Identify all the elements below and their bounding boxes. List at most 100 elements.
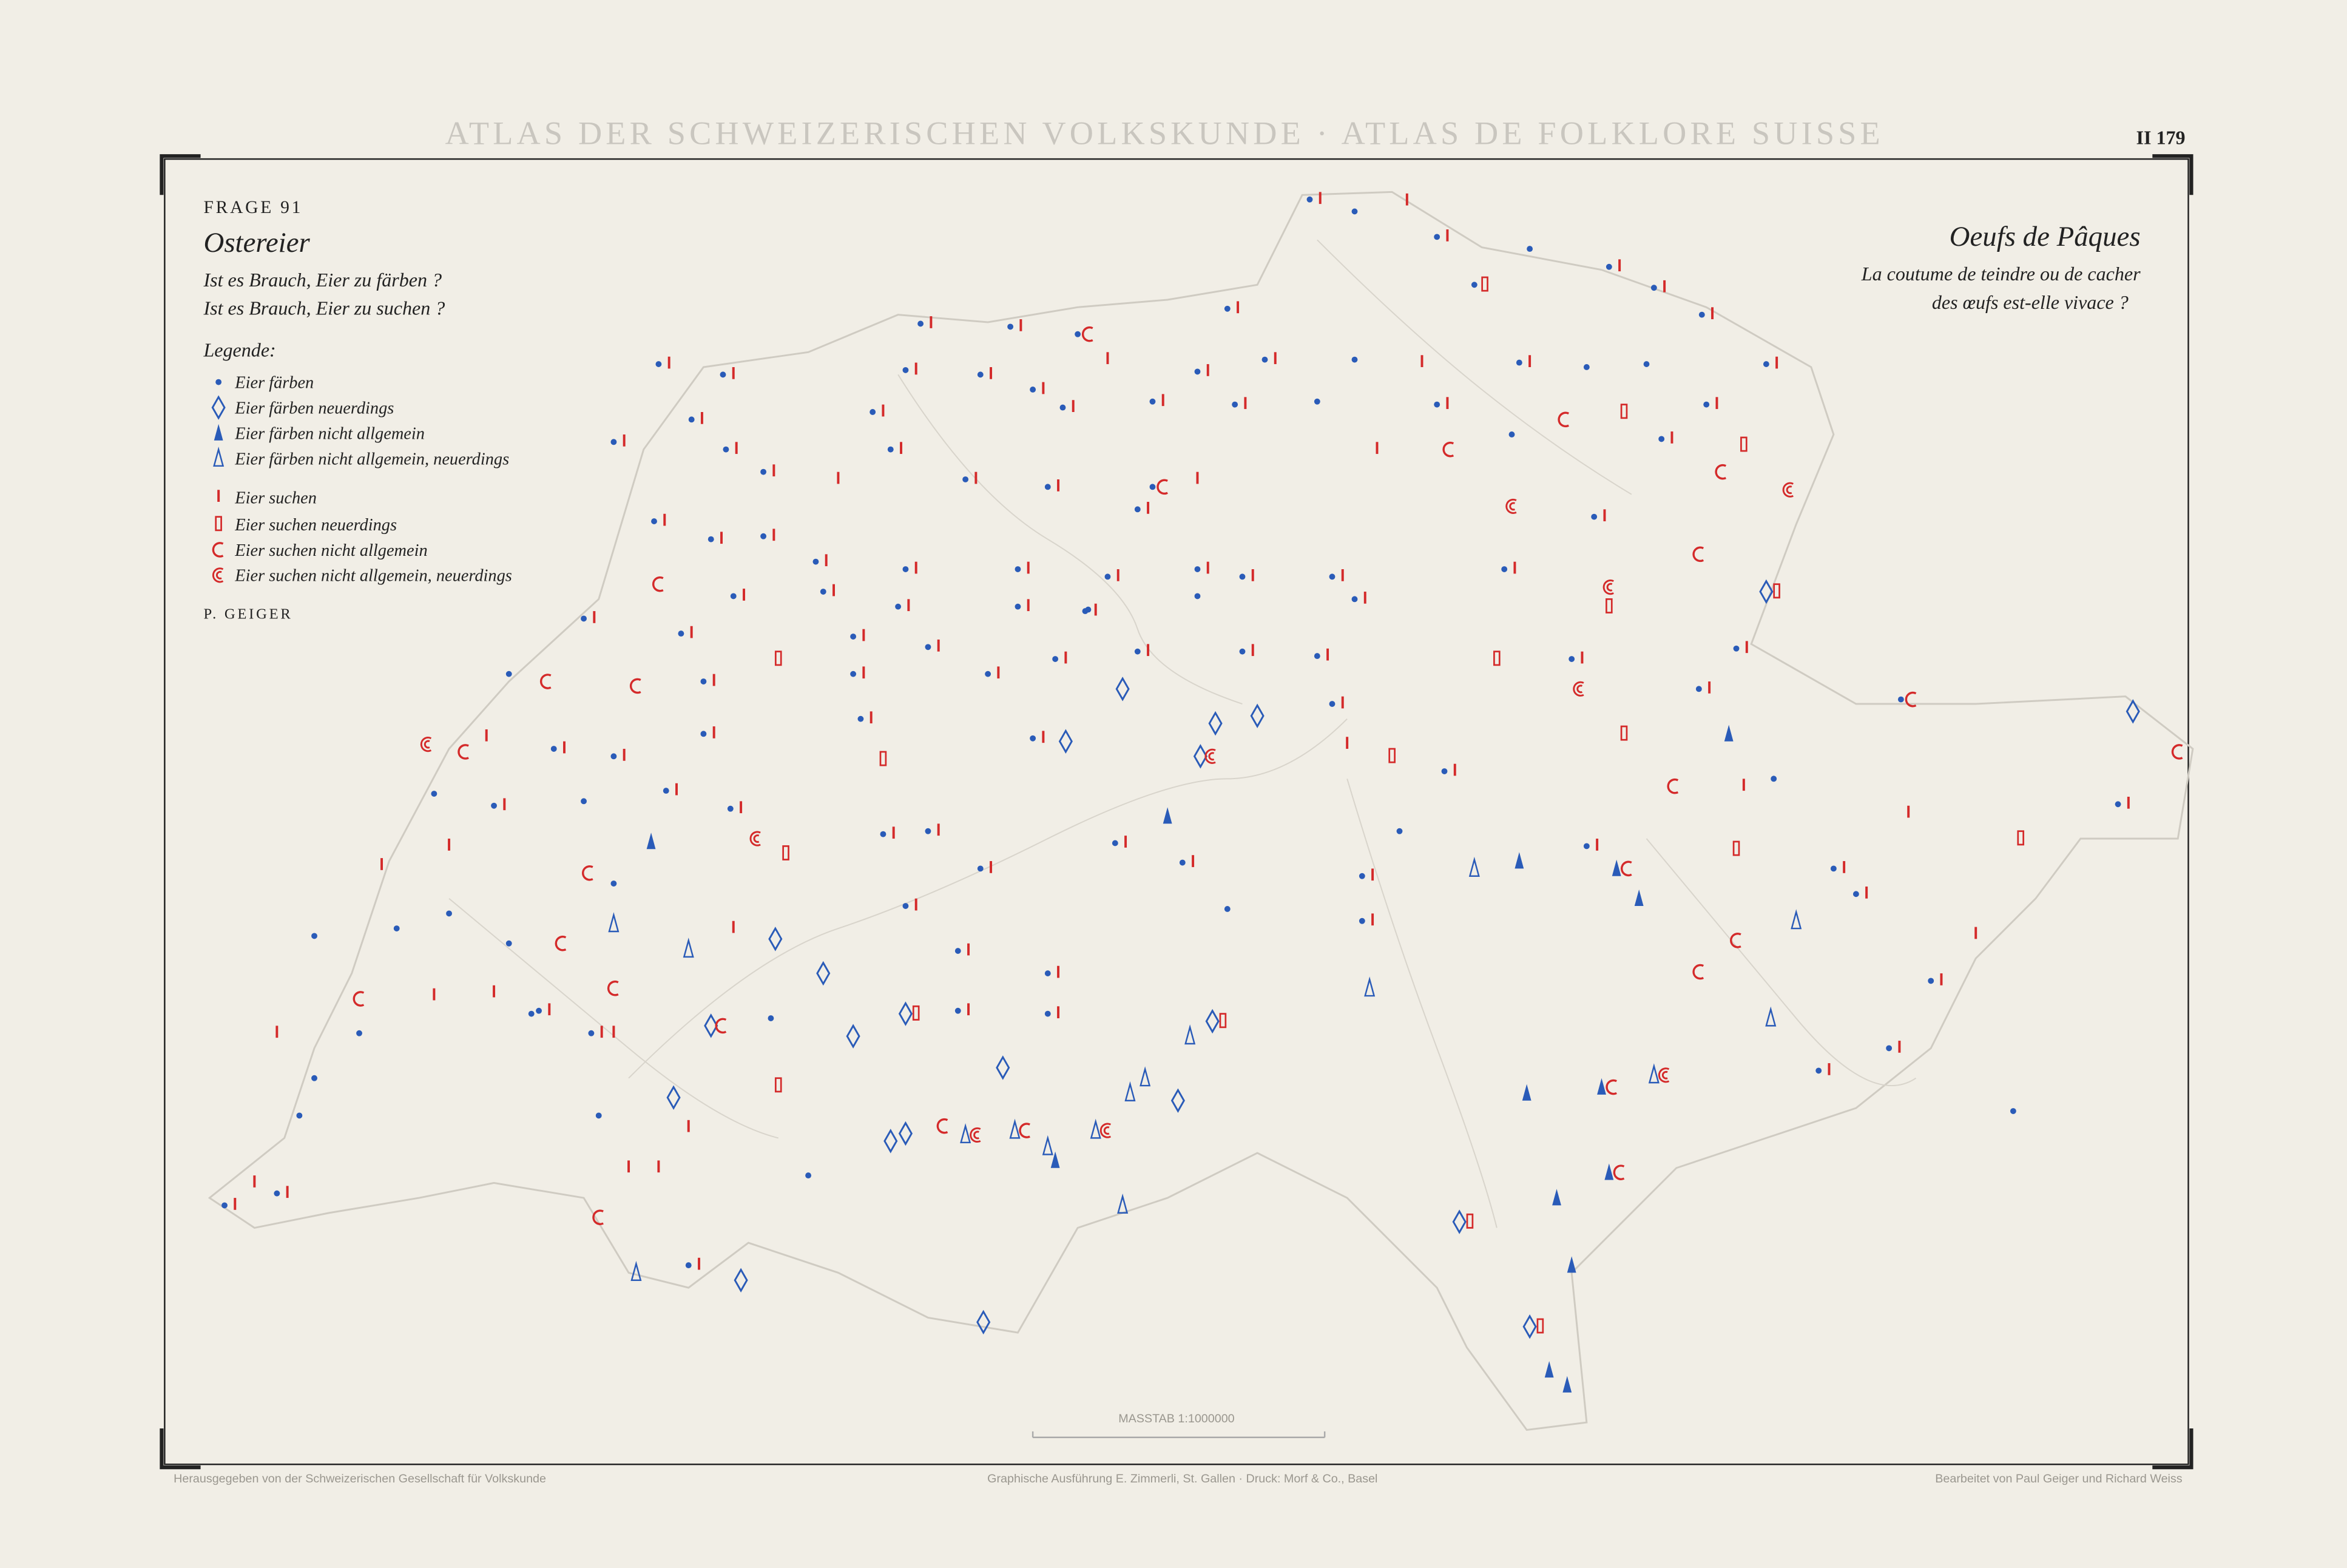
dot-symbol <box>1314 398 1320 405</box>
dot-symbol <box>221 1202 228 1209</box>
diamond-symbol <box>211 395 226 420</box>
open-triangle-symbol <box>1184 1024 1196 1045</box>
dot-symbol <box>977 865 984 872</box>
title-fr: Oeufs de Pâques <box>1950 221 2141 252</box>
open-triangle-symbol <box>1140 1066 1151 1087</box>
dot-symbol <box>902 566 909 572</box>
dot-symbol <box>1329 701 1336 707</box>
dot-symbol <box>1224 305 1231 312</box>
c-symbol <box>1157 479 1168 495</box>
legend-item: Eier suchen nicht allgemein, neuerdings <box>234 567 512 586</box>
rect-symbol <box>2017 830 2025 846</box>
open-triangle-symbol <box>213 446 225 467</box>
open-triangle-symbol <box>1648 1063 1660 1084</box>
dot-symbol <box>768 1015 774 1021</box>
dot-symbol <box>2115 801 2121 808</box>
c-symbol <box>1606 1079 1617 1095</box>
dot-symbol <box>857 715 864 722</box>
rect-symbol <box>1388 748 1396 763</box>
diamond-symbol <box>2126 699 2140 724</box>
map-symbols <box>221 192 2183 1393</box>
dot-symbol <box>1606 263 1612 270</box>
open-triangle-symbol <box>608 912 620 933</box>
dot-symbol <box>1149 484 1156 490</box>
triangle-symbol <box>1050 1151 1060 1168</box>
dot-symbol <box>925 828 931 834</box>
dot-symbol <box>1329 573 1336 580</box>
triangle-symbol <box>1515 852 1524 869</box>
atlas-title: ATLAS DER SCHWEIZERISCHEN VOLKSKUNDE · A… <box>445 115 1884 151</box>
dot-symbol <box>1351 596 1358 603</box>
dot-symbol <box>311 1075 317 1081</box>
c-symbol <box>607 980 619 996</box>
c-symbol <box>1667 778 1679 794</box>
rect-symbol <box>1620 725 1628 741</box>
dot-symbol <box>720 371 726 378</box>
dot-symbol <box>610 439 617 445</box>
author: P. GEIGER <box>203 606 292 622</box>
dot-symbol <box>1015 603 1021 610</box>
rect-symbol <box>1493 651 1501 666</box>
diamond-symbol <box>1208 711 1223 736</box>
dot-symbol <box>1471 282 1477 288</box>
dot-symbol <box>581 798 587 805</box>
dot-symbol <box>610 753 617 760</box>
diamond-symbol <box>1452 1209 1467 1234</box>
legend-item: Eier färben nicht allgemein, neuerdings <box>234 450 509 468</box>
c-symbol <box>1442 441 1454 458</box>
rect-symbol <box>774 1077 782 1093</box>
dot-symbol <box>962 476 969 482</box>
dot-symbol <box>393 925 400 931</box>
dot-symbol <box>977 371 984 378</box>
dot-symbol <box>760 468 767 475</box>
diamond-symbol <box>996 1055 1010 1080</box>
dot-symbol <box>685 1262 692 1269</box>
dot-symbol <box>1194 593 1201 600</box>
legend-item: Eier suchen neuerdings <box>234 516 397 535</box>
triangle-symbol <box>1544 1360 1554 1378</box>
open-triangle-symbol <box>1117 1193 1129 1214</box>
dot-symbol <box>311 933 317 939</box>
c-symbol <box>539 674 552 689</box>
dot-symbol <box>491 802 497 809</box>
cc-symbol <box>1658 1067 1670 1083</box>
dot-symbol <box>820 589 826 595</box>
legend-item: Eier färben <box>234 374 314 393</box>
dot-symbol <box>1703 401 1710 408</box>
dot-symbol <box>707 536 714 542</box>
rect-symbol <box>1481 276 1488 292</box>
dot-symbol <box>1194 566 1201 572</box>
dot-symbol <box>1695 686 1702 692</box>
c-symbol <box>652 576 664 592</box>
c-symbol <box>2171 744 2183 760</box>
rect-symbol <box>1740 436 1748 452</box>
triangle-symbol <box>1597 1078 1606 1095</box>
diamond-symbol <box>1193 744 1207 769</box>
rect-symbol <box>1466 1213 1474 1229</box>
cc-symbol <box>1602 580 1614 595</box>
c-symbol <box>555 935 567 951</box>
open-triangle-symbol <box>1765 1006 1777 1027</box>
dot-symbol <box>1830 865 1837 872</box>
dot-symbol <box>925 644 931 651</box>
dot-symbol <box>1007 323 1014 330</box>
triangle-symbol <box>1562 1376 1572 1393</box>
diamond-symbol <box>1115 677 1130 701</box>
c-symbol <box>212 542 224 558</box>
dot-symbol <box>812 558 819 565</box>
triangle-symbol <box>1724 725 1734 742</box>
rect-symbol <box>1732 840 1740 856</box>
dot-symbol <box>1434 401 1440 408</box>
plate-number: II 179 <box>2136 126 2186 148</box>
triangle-symbol <box>1567 1256 1576 1273</box>
dot-symbol <box>1194 368 1201 375</box>
dot-symbol <box>528 1010 535 1017</box>
title-block: FRAGE 91 Ostereier Ist es Brauch, Eier z… <box>203 198 2141 319</box>
dot-symbol <box>1516 359 1522 366</box>
diamond-symbol <box>898 1121 913 1146</box>
dot-symbol <box>274 1190 280 1197</box>
frame <box>160 154 2193 1470</box>
c-symbol <box>1613 1164 1625 1180</box>
